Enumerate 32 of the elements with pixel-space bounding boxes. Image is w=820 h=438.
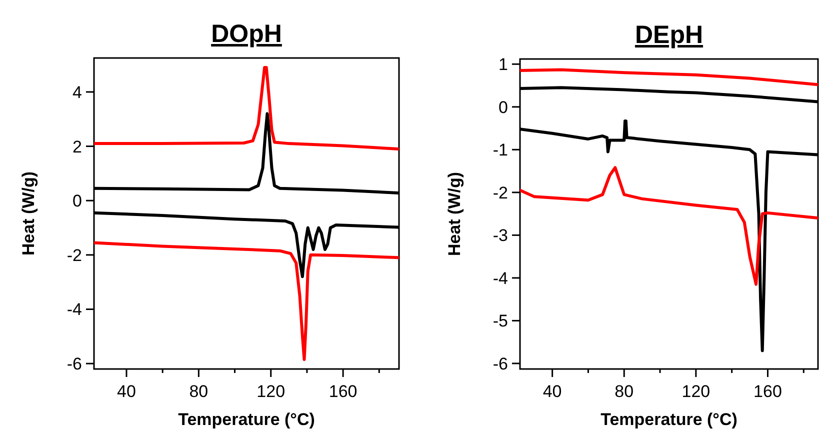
x-tick-label: 40	[542, 382, 562, 401]
line-series	[94, 66, 399, 150]
y-tick-label: 2	[72, 137, 82, 156]
chart-title: DOpH	[211, 20, 282, 48]
y-axis-title: Heat (W/g)	[445, 172, 464, 256]
y-tick-label: -2	[66, 246, 82, 265]
x-tick-label: 80	[189, 382, 208, 401]
y-axis-title: Heat (W/g)	[19, 171, 38, 256]
y-tick-label: -4	[66, 300, 82, 320]
x-tick-label: 120	[256, 382, 286, 401]
x-tick-label: 120	[682, 382, 710, 401]
y-tick-label: 1	[498, 55, 508, 74]
x-axis-title: Temperature (°C)	[178, 410, 315, 429]
y-tick-label: -5	[492, 312, 508, 331]
x-tick-label: 160	[328, 382, 358, 401]
line-series	[520, 68, 818, 86]
line-series	[520, 166, 818, 286]
x-tick-label: 40	[117, 382, 136, 401]
y-tick-label: 0	[72, 192, 82, 211]
y-tick-label: -1	[492, 140, 508, 160]
line-series	[94, 241, 399, 361]
y-tick-label: -4	[492, 268, 508, 288]
y-tick-label: -2	[492, 183, 508, 202]
x-axis-title: Temperature (°C)	[600, 410, 738, 429]
x-tick-label: 160	[754, 382, 782, 401]
x-tick-label: 80	[614, 382, 634, 401]
y-tick-label: -6	[66, 354, 82, 374]
chart-title: DEpH	[634, 21, 704, 49]
y-tick-label: -6	[492, 354, 508, 374]
y-tick-label: 4	[72, 82, 82, 102]
y-tick-label: -3	[492, 226, 508, 246]
y-tick-label: 0	[498, 98, 508, 117]
